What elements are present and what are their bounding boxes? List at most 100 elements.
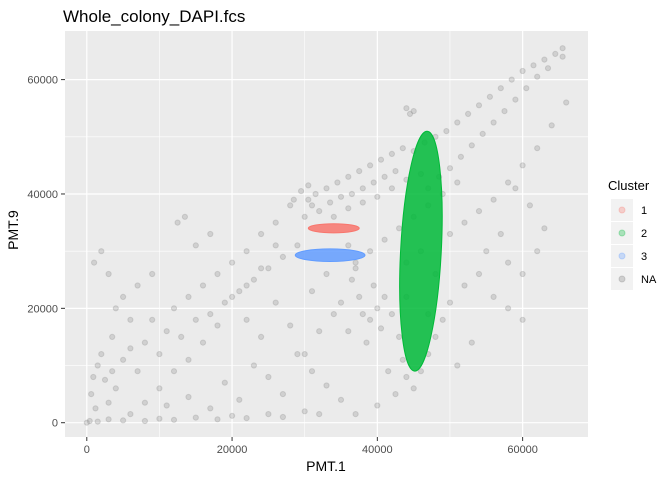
data-point	[559, 45, 566, 52]
data-point	[236, 396, 243, 403]
data-point	[207, 405, 214, 412]
data-point	[377, 325, 385, 332]
data-point	[156, 385, 163, 392]
data-point	[229, 259, 236, 266]
data-point	[290, 196, 297, 203]
data-point	[250, 362, 257, 369]
data-point	[120, 417, 127, 424]
data-point	[207, 230, 214, 238]
legend: Cluster 1 2 3 NA	[608, 178, 657, 290]
data-point	[185, 393, 192, 401]
data-point	[399, 356, 406, 363]
data-point	[417, 368, 424, 375]
data-point	[301, 408, 308, 415]
data-point	[83, 419, 90, 426]
data-point	[170, 305, 178, 312]
data-point	[308, 288, 316, 295]
data-point	[359, 185, 366, 192]
data-point	[465, 110, 472, 118]
data-point	[258, 230, 265, 238]
data-point	[272, 299, 279, 306]
data-point	[381, 173, 388, 180]
data-point	[221, 379, 228, 386]
data-point	[298, 188, 305, 195]
data-point	[105, 416, 112, 423]
data-point	[120, 356, 127, 363]
legend-key-1	[618, 206, 626, 214]
x-tick-label: 20000	[217, 444, 248, 456]
data-point	[519, 316, 526, 323]
data-point	[505, 259, 512, 266]
data-point	[406, 110, 414, 118]
data-point	[221, 299, 228, 306]
data-point	[294, 242, 301, 249]
data-point	[301, 351, 308, 358]
legend-items: 1 2 3 NA	[611, 199, 657, 290]
data-point	[323, 382, 330, 389]
data-point	[334, 179, 341, 186]
data-point	[552, 50, 559, 58]
data-point	[541, 225, 548, 232]
data-point	[199, 339, 207, 346]
y-axis-title: PMT.9	[5, 210, 21, 250]
data-point	[185, 293, 192, 300]
data-point	[265, 411, 272, 418]
data-point	[468, 142, 475, 149]
y-axis-ticks: 0 20000 40000 60000	[27, 75, 65, 430]
data-point	[98, 248, 105, 255]
data-point	[381, 293, 388, 300]
data-point	[345, 242, 352, 249]
data-point	[316, 208, 323, 215]
data-point	[192, 242, 199, 249]
data-point	[392, 168, 399, 175]
data-point	[250, 276, 257, 283]
grid-lines	[65, 31, 588, 437]
data-point	[530, 62, 537, 69]
data-point	[403, 105, 410, 112]
data-point	[337, 299, 345, 306]
data-point	[192, 316, 199, 323]
data-point	[377, 156, 385, 163]
data-point	[156, 351, 163, 358]
data-point	[388, 185, 395, 192]
data-point	[457, 153, 464, 160]
data-point	[348, 190, 355, 198]
cluster-3-ellipse	[294, 248, 366, 262]
data-point	[149, 316, 156, 323]
data-point	[141, 339, 148, 346]
data-point	[446, 230, 454, 238]
data-point	[243, 415, 250, 422]
data-point	[214, 270, 221, 278]
data-point	[127, 316, 134, 323]
data-point	[508, 76, 515, 83]
data-point	[534, 248, 541, 255]
data-point	[229, 293, 236, 300]
data-point	[534, 145, 541, 152]
data-point	[374, 305, 381, 312]
x-tick-label: 40000	[362, 444, 393, 456]
data-point	[337, 396, 345, 403]
data-point	[330, 213, 337, 220]
data-point	[105, 270, 112, 278]
data-point	[446, 299, 454, 306]
data-point	[185, 356, 192, 363]
data-point	[236, 288, 243, 295]
data-point	[454, 119, 461, 126]
data-point	[141, 417, 148, 425]
x-axis-ticks: 0 20000 40000 60000	[84, 437, 538, 456]
legend-key-bg	[611, 268, 633, 290]
data-point	[323, 185, 330, 192]
data-point	[279, 391, 286, 398]
data-point	[486, 93, 493, 100]
data-point	[559, 53, 566, 60]
data-point	[170, 416, 178, 423]
data-point	[127, 345, 134, 352]
data-point	[446, 165, 454, 172]
data-point	[363, 339, 370, 346]
data-point	[287, 202, 294, 209]
data-point	[370, 282, 377, 289]
data-point	[112, 305, 119, 312]
data-point	[396, 333, 403, 340]
data-point	[90, 373, 97, 381]
